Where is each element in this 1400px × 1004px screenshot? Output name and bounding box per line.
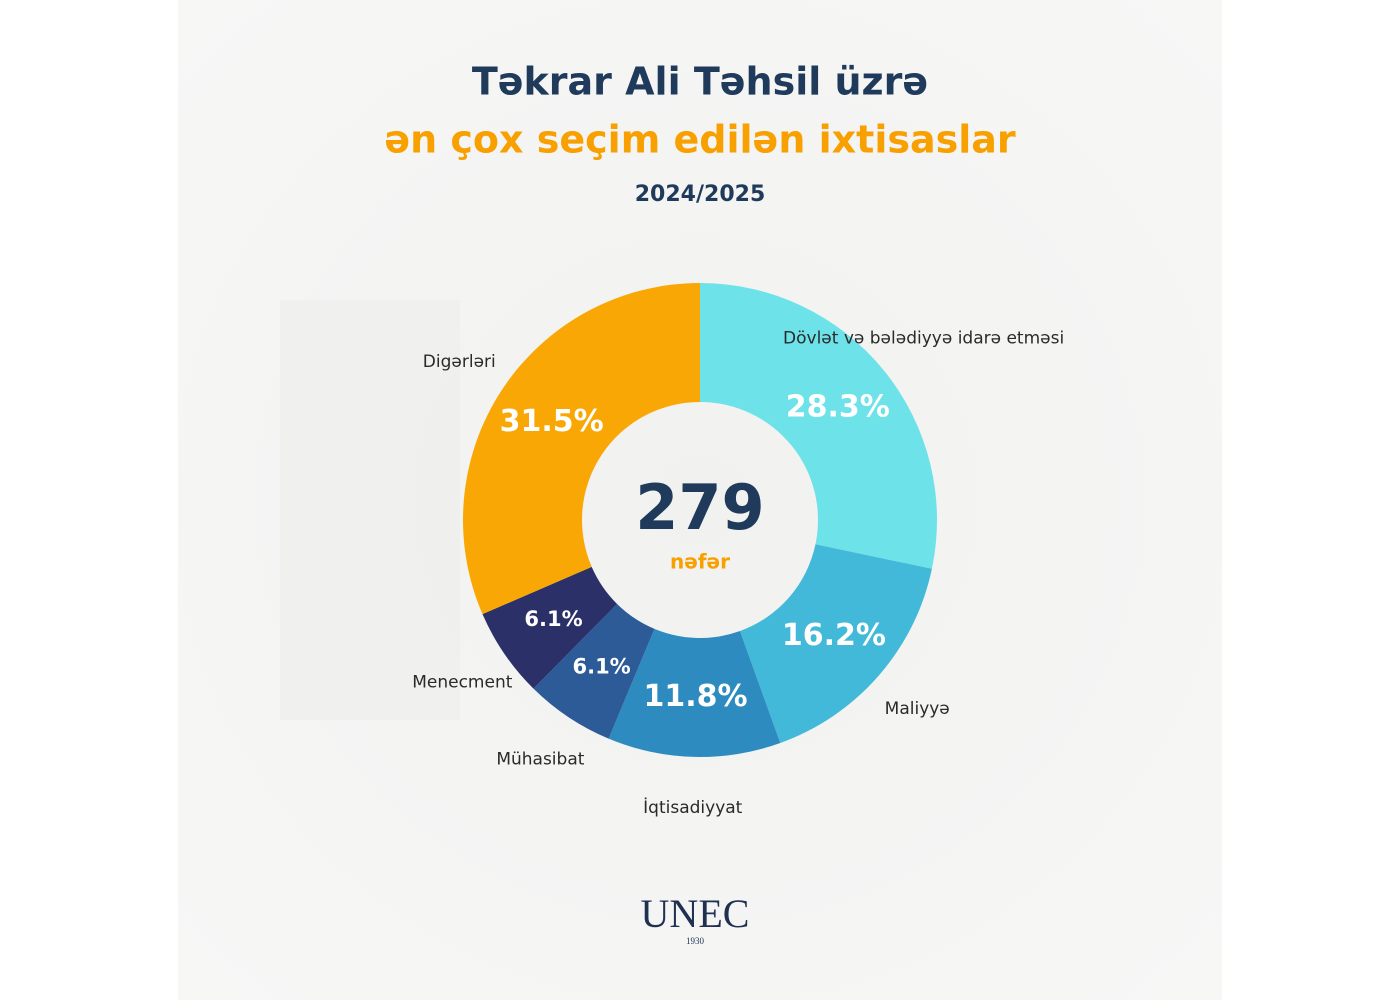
category-label: Dövlət və bələdiyyə idarə etməsi <box>783 329 1064 349</box>
category-label: Maliyyə <box>885 699 950 719</box>
category-label: İqtisadiyyat <box>643 797 743 818</box>
value-label: 31.5% <box>500 404 604 439</box>
value-label: 16.2% <box>782 618 886 653</box>
value-label: 6.1% <box>524 607 582 631</box>
logo-year: 1930 <box>686 936 705 946</box>
donut-slice <box>482 566 618 689</box>
center-label: nəfər <box>670 550 730 574</box>
value-label: 28.3% <box>786 390 890 425</box>
category-label: Mühasibat <box>496 750 584 770</box>
title: Təkrar Ali Təhsil üzrə <box>472 60 928 104</box>
donut-slice <box>608 628 781 757</box>
category-label: Digərləri <box>423 352 496 372</box>
donut-slice <box>463 283 700 615</box>
donut: 28.3% Dövlət və bələdiyyə idarə etməsi 16.… <box>412 283 1064 818</box>
donut-slice <box>533 603 655 739</box>
category-label: Menecment <box>412 673 513 693</box>
center-value: 279 <box>635 471 764 544</box>
logo: UNEC <box>641 891 750 936</box>
period: 2024/2025 <box>635 182 766 207</box>
donut-slice <box>739 544 932 743</box>
subtitle: ən çox seçim edilən ixtisaslar <box>384 118 1016 162</box>
donut-slice <box>700 283 937 569</box>
backdrop <box>280 300 460 720</box>
value-label: 6.1% <box>572 655 630 679</box>
value-label: 11.8% <box>644 679 748 714</box>
